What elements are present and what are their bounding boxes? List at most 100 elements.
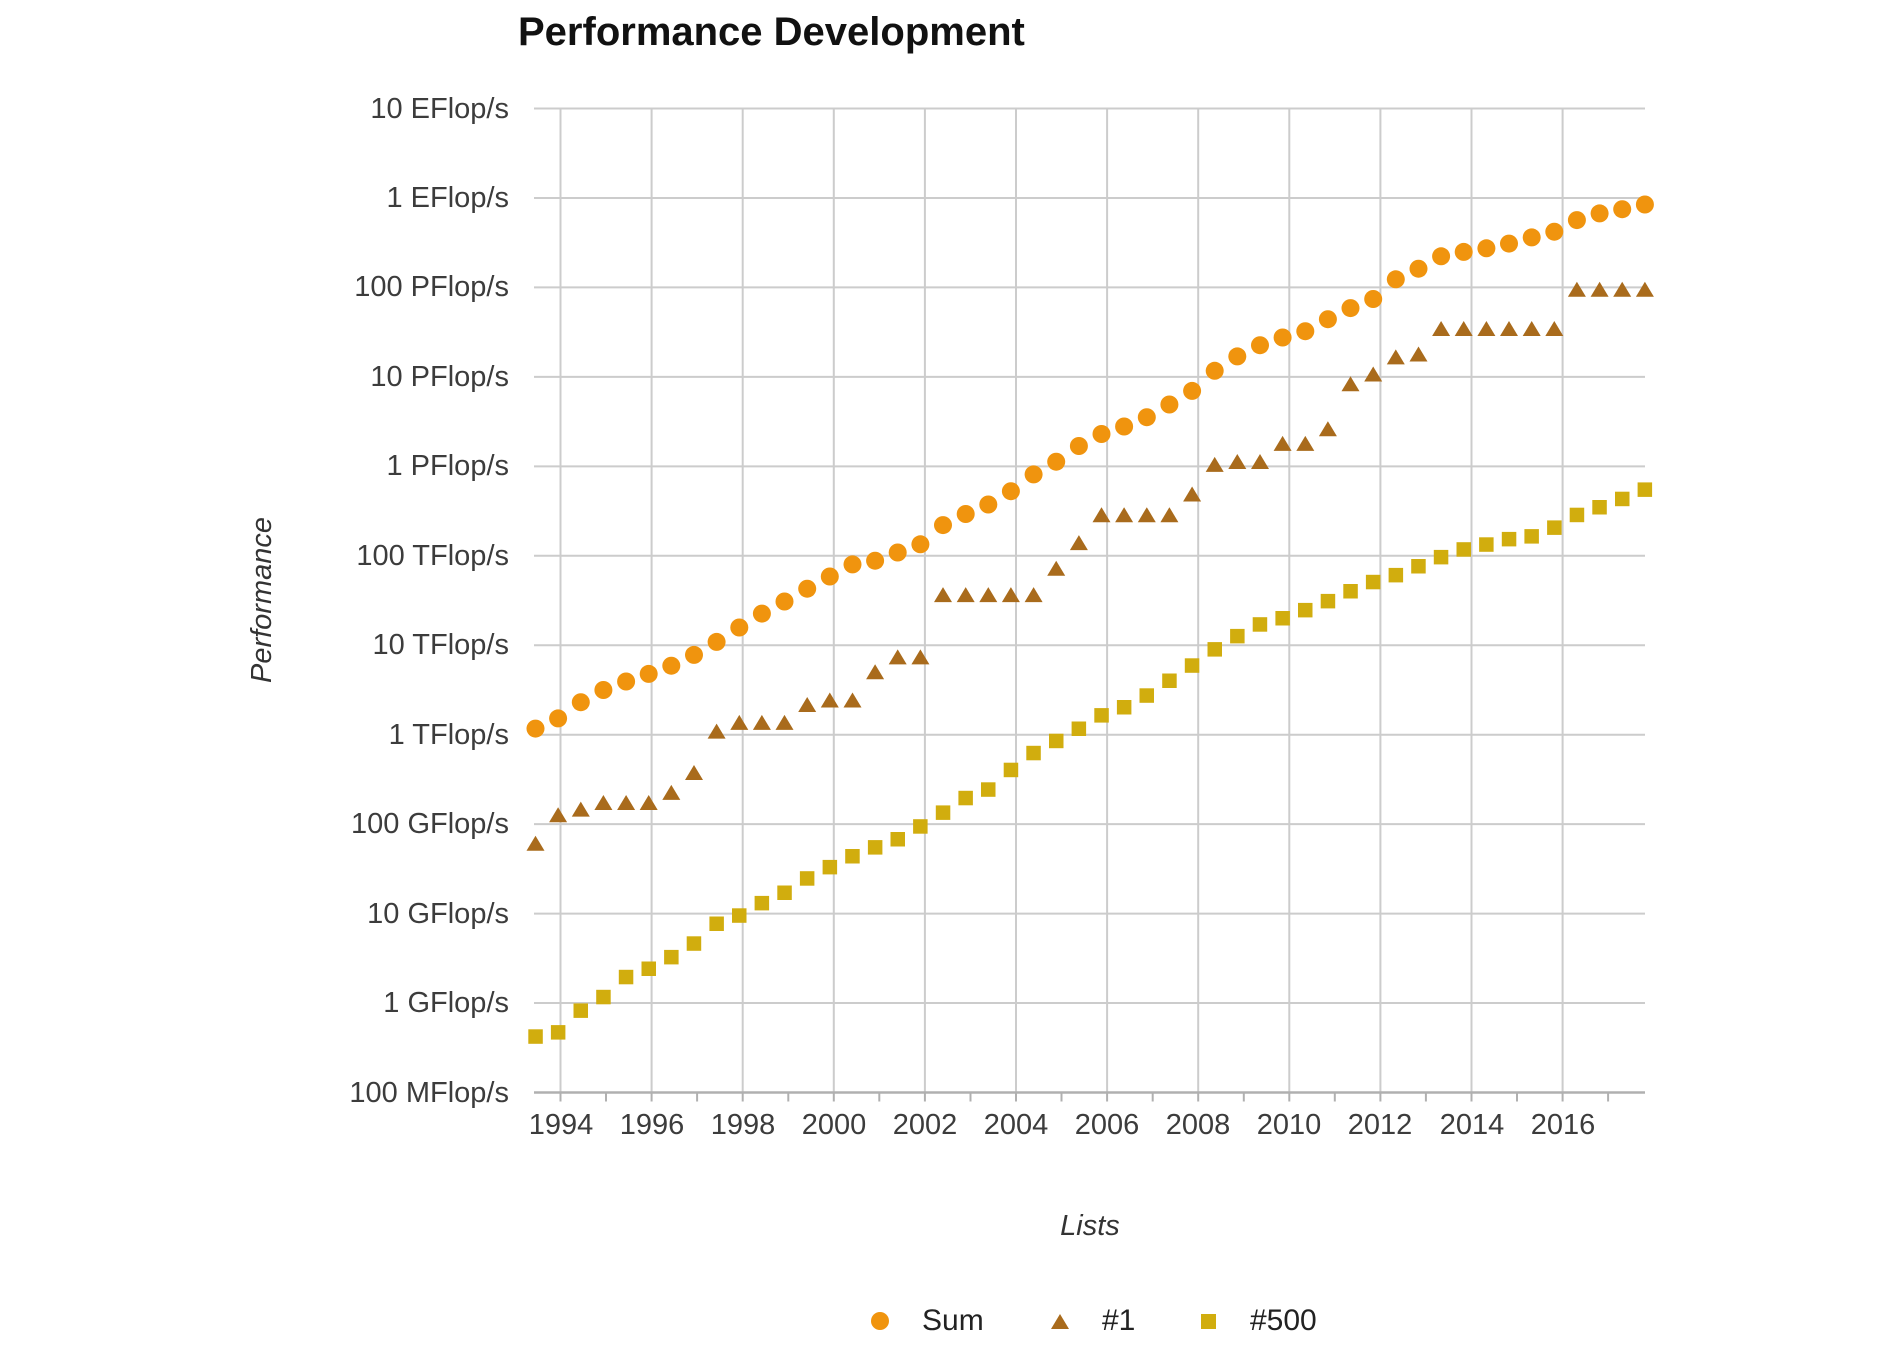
data-point[interactable] [1026,745,1041,761]
data-point[interactable] [1318,421,1337,437]
data-point[interactable] [843,555,862,574]
data-point[interactable] [979,587,998,603]
data-point[interactable] [1207,642,1223,657]
data-point[interactable] [1049,733,1064,749]
data-point[interactable] [1409,259,1428,278]
data-point[interactable] [618,969,634,985]
data-point[interactable] [798,697,817,712]
data-point[interactable] [890,832,906,847]
data-point[interactable] [1524,529,1539,544]
data-point[interactable] [1183,486,1202,502]
data-point[interactable] [1230,628,1245,644]
data-point[interactable] [777,885,792,901]
data-point[interactable] [1479,537,1494,552]
data-point[interactable] [639,795,658,810]
data-point[interactable] [662,656,681,675]
data-point[interactable] [1613,200,1632,219]
data-point[interactable] [798,579,817,598]
data-point[interactable] [1477,239,1496,258]
data-point[interactable] [1092,425,1111,443]
data-point[interactable] [1364,366,1383,382]
data-point[interactable] [732,908,747,923]
data-point[interactable] [752,714,771,730]
data-point[interactable] [1637,482,1653,497]
data-point[interactable] [866,664,885,680]
data-point[interactable] [1296,435,1315,451]
data-point[interactable] [1116,700,1132,715]
data-point[interactable] [981,782,996,797]
data-point[interactable] [571,801,590,817]
data-point[interactable] [911,535,930,554]
data-point[interactable] [1252,617,1268,632]
data-point[interactable] [549,709,568,728]
data-point[interactable] [888,649,907,665]
data-point[interactable] [1092,507,1111,523]
data-point[interactable] [911,649,930,665]
data-point[interactable] [1205,456,1224,472]
data-point[interactable] [1365,574,1381,590]
data-point[interactable] [799,871,815,886]
data-point[interactable] [820,692,839,708]
data-point[interactable] [979,495,998,514]
data-point[interactable] [662,784,681,800]
data-point[interactable] [1432,321,1451,336]
data-point[interactable] [958,790,973,806]
data-point[interactable] [1115,507,1134,523]
data-point[interactable] [1567,281,1586,297]
legend-item-Sum[interactable]: Sum [870,1304,984,1338]
data-point[interactable] [956,587,975,603]
data-point[interactable] [1501,531,1517,547]
data-point[interactable] [843,692,862,708]
data-point[interactable] [1522,321,1541,336]
data-point[interactable] [1341,299,1360,318]
data-point[interactable] [1094,708,1109,723]
data-point[interactable] [730,618,749,637]
data-point[interactable] [1001,482,1020,501]
data-point[interactable] [1432,247,1451,266]
data-point[interactable] [571,693,590,712]
data-point[interactable] [1162,673,1177,689]
data-point[interactable] [1069,437,1088,455]
data-point[interactable] [1411,559,1426,574]
data-point[interactable] [752,604,771,623]
data-point[interactable] [639,664,658,683]
data-point[interactable] [1569,507,1585,523]
data-point[interactable] [1001,587,1020,603]
data-point[interactable] [866,551,885,570]
data-point[interactable] [1615,491,1630,507]
data-point[interactable] [1547,520,1562,535]
data-point[interactable] [1388,567,1404,583]
data-point[interactable] [820,567,839,586]
data-point[interactable] [1590,281,1609,297]
data-point[interactable] [549,807,568,823]
data-point[interactable] [888,543,907,562]
data-point[interactable] [1590,204,1609,223]
data-point[interactable] [685,765,703,780]
data-point[interactable] [1003,762,1019,778]
data-point[interactable] [1343,584,1358,599]
data-point[interactable] [1500,321,1518,336]
data-point[interactable] [596,989,611,1005]
data-point[interactable] [1251,336,1269,355]
data-point[interactable] [1024,465,1043,484]
data-point[interactable] [1592,500,1607,515]
data-point[interactable] [1071,721,1087,737]
data-point[interactable] [1273,435,1292,451]
data-point[interactable] [1160,395,1179,414]
data-point[interactable] [1522,228,1541,247]
data-point[interactable] [1228,347,1247,366]
data-point[interactable] [709,916,724,932]
data-point[interactable] [1318,310,1337,329]
data-point[interactable] [526,719,545,738]
data-point[interactable] [1160,507,1179,523]
data-point[interactable] [1275,611,1290,626]
legend-item-num1[interactable]: #1 [1050,1304,1135,1338]
data-point[interactable] [1545,321,1564,336]
data-point[interactable] [1635,281,1654,297]
data-point[interactable] [594,681,613,699]
data-point[interactable] [550,1025,566,1040]
data-point[interactable] [1545,222,1564,241]
data-point[interactable] [1341,376,1360,392]
data-point[interactable] [685,645,703,664]
data-point[interactable] [573,1003,589,1018]
